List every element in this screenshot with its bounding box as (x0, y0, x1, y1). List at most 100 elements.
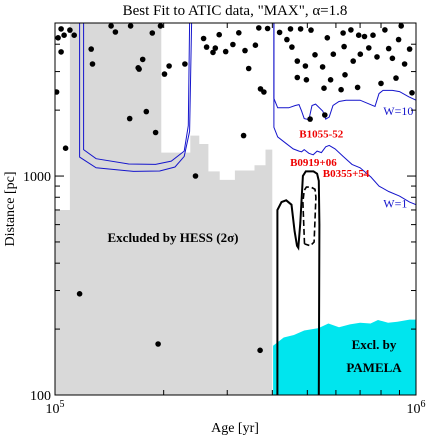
contour-label: W=10 (383, 104, 413, 118)
pamela-exclusion-region (273, 319, 416, 395)
pulsar-point (136, 66, 142, 72)
pulsar-point (242, 47, 248, 54)
pulsar-point (287, 26, 294, 32)
pulsar-point (308, 27, 314, 33)
pulsar-point (192, 173, 199, 179)
pamela-region-label-line2: PAMELA (346, 360, 402, 375)
pulsar-point (139, 56, 146, 63)
axis-ticks: 105 106 100 1000 (23, 22, 426, 417)
pulsar-point (395, 36, 402, 43)
plot-area (55, 23, 416, 395)
chart-title: Best Fit to ATIC data, "MAX", α=1.8 (123, 3, 348, 19)
region-labels: Excluded by HESS (2σ) Excl. by PAMELA (108, 230, 403, 375)
pulsar-point (161, 71, 168, 77)
pulsar-point (276, 29, 283, 36)
pulsar-point (112, 29, 119, 35)
pulsar-point (312, 52, 318, 58)
pulsar-point (338, 86, 344, 93)
plot-frame (54, 22, 417, 396)
pulsar-point (361, 33, 368, 40)
pulsar-point (294, 58, 301, 64)
pulsar-point (409, 90, 415, 96)
pulsar-point (385, 45, 392, 52)
pulsar-point (303, 77, 310, 83)
pulsar-point (393, 75, 399, 81)
pulsar-point (236, 30, 242, 36)
pulsar-point (284, 36, 290, 43)
x-axis-label: Age [yr] (211, 421, 259, 436)
pulsar-point (340, 30, 346, 36)
hess-region-label: Excluded by HESS (2σ) (108, 230, 239, 245)
pulsar-point (152, 129, 159, 136)
pulsar-point (406, 46, 413, 52)
pulsar-point (222, 48, 229, 55)
pulsar-point (126, 115, 133, 122)
pulsar-point (257, 347, 263, 354)
pulsar-point (261, 89, 267, 95)
pulsar-point (245, 65, 252, 72)
pulsar-point (401, 61, 408, 67)
pulsar-point (382, 27, 388, 33)
best-fit-solid-line (276, 170, 321, 395)
best-fit-contour (276, 170, 321, 395)
pulsar-point (71, 32, 77, 38)
exclusion-regions (55, 23, 416, 395)
pulsar-point (200, 35, 207, 42)
contour-line-0 (273, 23, 416, 121)
y-tick-label: 100 (30, 389, 51, 404)
contour-line-2 (83, 23, 191, 165)
contour-label: W=1 (383, 196, 407, 210)
pulsar-point (294, 74, 301, 81)
pulsar-point (89, 61, 96, 67)
y-axis-label: Distance [pc] (3, 171, 18, 246)
pulsar-point (350, 58, 357, 64)
hess-exclusion-region (55, 23, 273, 395)
pulsar-point (67, 27, 73, 33)
pulsar-points (55, 23, 415, 354)
pulsar-point (378, 80, 384, 87)
contour-line-1 (273, 23, 416, 206)
pulsar-point (324, 35, 331, 41)
pulsar-point (182, 61, 188, 67)
pulsar-point (307, 116, 313, 122)
pulsar-point (354, 84, 361, 91)
pulsar-point (149, 30, 156, 36)
pulsar-point (342, 72, 348, 78)
pulsar-point (374, 54, 380, 60)
pulsar-point (370, 32, 376, 38)
pulsar-point (389, 55, 396, 62)
pulsar-point (58, 49, 64, 55)
pulsar-point (210, 49, 216, 56)
y-tick-label: 1000 (23, 170, 51, 185)
pulsar-name-label: B0919+06 (290, 157, 337, 169)
contour-lines (79, 23, 416, 206)
pulsar-point (58, 26, 64, 32)
pulsar-point (366, 45, 372, 51)
pulsar-point (88, 46, 94, 52)
pulsar-name-label: B0355+54 (323, 168, 370, 180)
pulsar-point (143, 108, 150, 115)
pulsar-point (357, 51, 364, 57)
pulsar-point (302, 63, 309, 69)
pulsar-point (341, 43, 347, 50)
axes: 105 106 100 1000 Age [yr] Distance [pc] (3, 22, 426, 436)
pulsar-point (322, 112, 328, 118)
pulsar-point (216, 31, 222, 38)
pulsar-point (55, 89, 60, 95)
pulsar-point (321, 85, 327, 91)
pulsar-point (355, 32, 362, 38)
pulsar-point (240, 132, 247, 139)
pulsar-point (212, 45, 219, 51)
pulsar-point (348, 27, 354, 33)
pulsar-point (252, 42, 259, 48)
pulsar-point (289, 44, 295, 50)
best-fit-dashed-line (302, 186, 317, 247)
pulsar-point (330, 51, 337, 57)
pulsar-point (297, 26, 304, 32)
pulsar-point (203, 44, 210, 50)
x-tick-label: 106 (407, 399, 426, 417)
pulsar-point (62, 145, 69, 151)
x-tick-label: 105 (46, 399, 65, 417)
pulsar-point (157, 23, 164, 29)
